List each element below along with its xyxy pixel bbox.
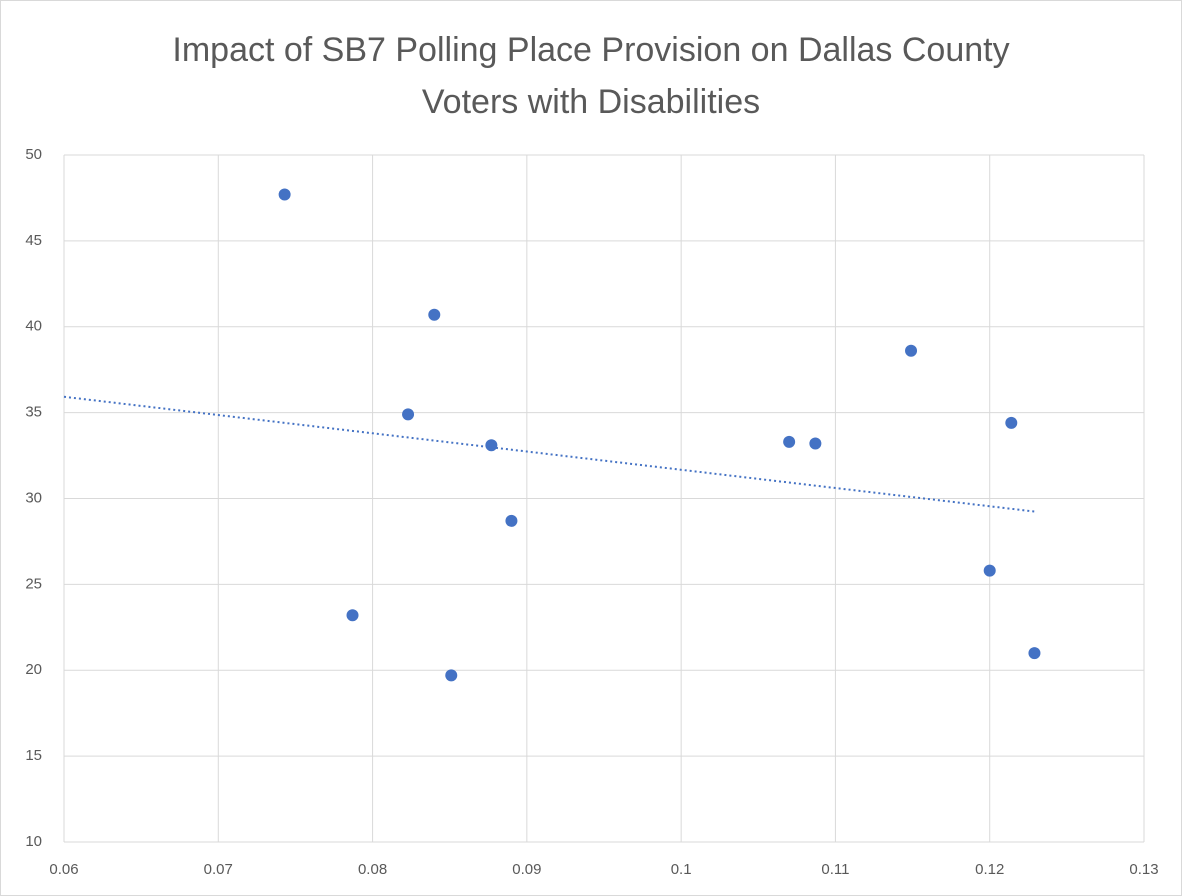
x-tick-label: 0.08 (358, 861, 387, 878)
scatter-point (1005, 416, 1018, 429)
scatter-point (402, 408, 415, 421)
scatter-point (485, 439, 498, 452)
scatter-point (1028, 647, 1041, 660)
y-tick-label: 10 (25, 833, 42, 850)
scatter-point (505, 514, 518, 527)
x-tick-label: 0.07 (204, 861, 233, 878)
scatter-point (278, 188, 291, 201)
y-tick-label: 30 (25, 489, 42, 506)
x-tick-label: 0.06 (49, 861, 78, 878)
y-tick-label: 45 (25, 232, 42, 249)
scatter-point (809, 437, 822, 450)
y-tick-label: 50 (25, 146, 42, 163)
x-tick-label: 0.13 (1129, 861, 1158, 878)
scatter-point (445, 669, 458, 682)
y-tick-label: 25 (25, 575, 42, 592)
y-tick-label: 20 (25, 661, 42, 678)
x-tick-label: 0.09 (512, 861, 541, 878)
x-tick-label: 0.11 (821, 861, 849, 878)
scatter-point (905, 344, 918, 357)
trendline (63, 395, 1035, 513)
scatter-point (783, 435, 796, 448)
x-tick-label: 0.12 (975, 861, 1004, 878)
y-tick-label: 40 (25, 318, 42, 335)
scatter-point (346, 609, 359, 622)
y-tick-label: 35 (25, 404, 42, 421)
x-tick-label: 0.1 (671, 861, 692, 878)
scatter-point (983, 564, 996, 577)
y-tick-label: 15 (25, 747, 42, 764)
chart-title: Impact of SB7 Polling Place Provision on… (172, 31, 1010, 121)
scatter-point (428, 308, 441, 321)
